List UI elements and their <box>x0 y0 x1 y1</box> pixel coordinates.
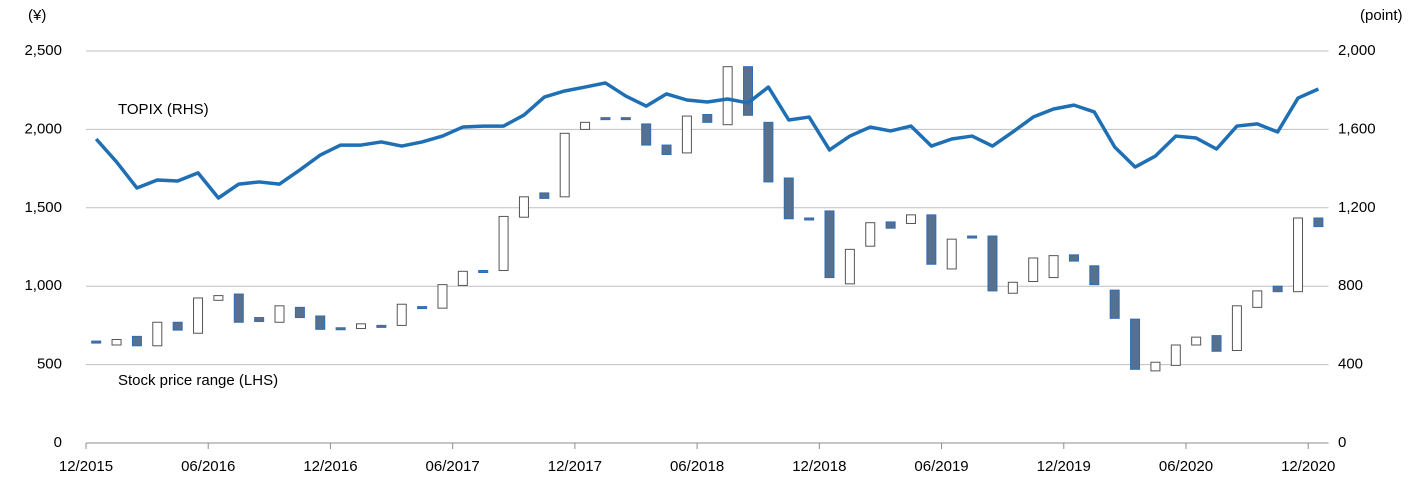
candle-body <box>702 114 713 123</box>
candle-body <box>743 66 754 116</box>
candle-body <box>335 327 346 331</box>
candle-body <box>1068 254 1079 262</box>
y-tick-label: 1,000 <box>24 277 62 294</box>
candle-body <box>681 115 692 154</box>
candle-body <box>376 324 387 328</box>
x-tick-label: 06/2017 <box>426 458 480 475</box>
candle-body <box>1170 344 1181 366</box>
candle-body <box>172 321 183 331</box>
candle-body <box>987 235 998 292</box>
candle-body <box>213 295 224 301</box>
candle-body <box>1130 318 1141 370</box>
candle-body <box>1109 289 1120 319</box>
candle-body <box>641 123 652 146</box>
candle-body <box>417 306 428 310</box>
candle-body <box>457 270 468 286</box>
y2-tick-label: 1,200 <box>1338 199 1376 216</box>
x-tick-label: 12/2017 <box>548 458 602 475</box>
candle-body <box>804 217 815 221</box>
x-tick-label: 12/2018 <box>792 458 846 475</box>
candle-body <box>193 297 204 334</box>
candle-body <box>661 144 672 155</box>
y2-axis-unit: (point) <box>1360 7 1403 24</box>
x-tick-label: 06/2019 <box>914 458 968 475</box>
candle-body <box>1048 255 1059 279</box>
candle-body <box>763 121 774 183</box>
x-tick-label: 06/2016 <box>181 458 235 475</box>
x-tick-label: 06/2020 <box>1159 458 1213 475</box>
x-tick-label: 12/2020 <box>1281 458 1335 475</box>
candle-body <box>946 238 957 270</box>
candle-body <box>152 321 163 347</box>
candle-body <box>885 221 896 229</box>
candle-body <box>518 196 529 218</box>
topix-line <box>94 81 1320 200</box>
y-tick-label: 2,500 <box>24 42 62 59</box>
candle-body <box>559 132 570 198</box>
candle-body <box>1211 335 1222 352</box>
candle-body <box>294 306 305 319</box>
candle-body <box>355 323 366 330</box>
candle-body <box>111 339 122 346</box>
x-tick-label: 06/2018 <box>670 458 724 475</box>
y2-tick-label: 0 <box>1338 434 1346 451</box>
y2-tick-label: 1,600 <box>1338 120 1376 137</box>
x-tick-label: 12/2016 <box>303 458 357 475</box>
x-tick-label: 12/2015 <box>59 458 113 475</box>
y-tick-label: 1,500 <box>24 199 62 216</box>
candle-body <box>1293 217 1304 293</box>
candle-body <box>844 248 855 285</box>
candle-body <box>1007 281 1018 294</box>
candle-body <box>539 192 550 199</box>
y2-tick-label: 400 <box>1338 356 1363 373</box>
candle-body <box>498 215 509 272</box>
candle-body <box>865 222 876 247</box>
candle-body <box>315 315 326 330</box>
y2-tick-label: 2,000 <box>1338 42 1376 59</box>
x-tick-label: 12/2019 <box>1037 458 1091 475</box>
candle-body <box>620 117 631 121</box>
candle-body <box>233 293 244 323</box>
series-label: TOPIX (RHS) <box>118 101 209 118</box>
candle-body <box>926 214 937 265</box>
y-axis-unit: (¥) <box>28 7 46 24</box>
candle-body <box>1191 336 1202 346</box>
candle-body <box>274 305 285 323</box>
candle-body <box>437 284 448 309</box>
candle-body <box>1272 285 1283 293</box>
candle-body <box>1252 290 1263 308</box>
y-tick-label: 2,000 <box>24 120 62 137</box>
candle-body <box>783 177 794 220</box>
candle-body <box>905 214 916 224</box>
candle-body <box>1313 217 1324 228</box>
candle-body <box>1028 257 1039 282</box>
candle-body <box>91 340 102 344</box>
candle-body <box>254 317 265 322</box>
candle-body <box>1089 265 1100 286</box>
candle-body <box>580 121 591 130</box>
candle-body <box>131 335 142 347</box>
candle-body <box>722 66 733 126</box>
candle-body <box>600 117 611 121</box>
candle-body <box>1150 361 1161 372</box>
y-tick-label: 0 <box>54 434 62 451</box>
candle-body <box>396 303 407 326</box>
series-label: Stock price range (LHS) <box>118 372 278 389</box>
candle-body <box>824 210 835 279</box>
y-tick-label: 500 <box>37 356 62 373</box>
candle-body <box>478 270 489 274</box>
y2-tick-label: 800 <box>1338 277 1363 294</box>
candle-body <box>967 235 978 239</box>
candle-body <box>1231 305 1242 351</box>
